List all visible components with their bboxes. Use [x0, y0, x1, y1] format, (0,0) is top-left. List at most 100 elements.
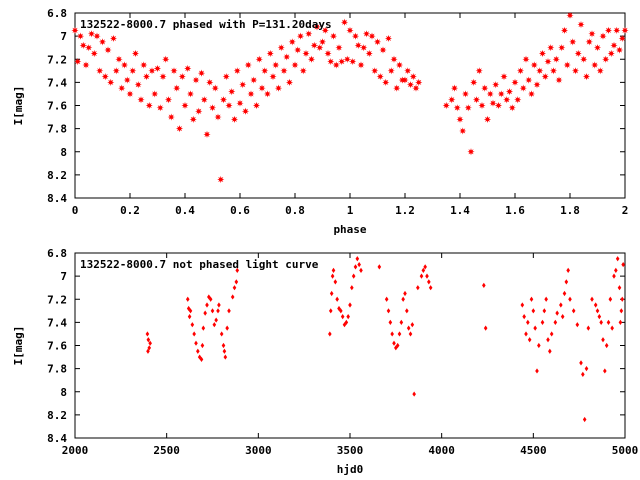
x-tick-label: 1.4 [450, 204, 470, 217]
data-point [428, 285, 433, 291]
data-point [214, 317, 218, 323]
data-point [522, 55, 530, 63]
data-point [540, 319, 545, 325]
data-point [239, 81, 247, 89]
data-point [548, 348, 552, 354]
data-point [392, 340, 396, 346]
data-point [244, 61, 252, 69]
data-point [118, 84, 126, 92]
data-point [230, 115, 239, 123]
data-point [263, 90, 272, 98]
data-point [225, 325, 229, 331]
data-point [344, 319, 349, 325]
data-point [192, 331, 196, 337]
data-point [126, 90, 134, 98]
data-point [208, 296, 213, 302]
data-point [535, 368, 539, 374]
data-point [340, 313, 345, 320]
data-point [621, 261, 625, 268]
data-point [514, 96, 522, 104]
data-point [415, 78, 423, 86]
data-point [146, 337, 151, 343]
data-point [406, 81, 415, 89]
data-point [283, 53, 291, 61]
data-point [409, 72, 417, 81]
data-point [252, 101, 261, 110]
data-point [365, 49, 373, 58]
data-point [404, 67, 412, 75]
data-point [360, 44, 368, 52]
data-point [408, 331, 413, 337]
data-point [577, 20, 585, 29]
data-point [544, 57, 552, 66]
data-point [195, 107, 203, 115]
data-point [613, 26, 621, 34]
x-tick-label: 2500 [153, 444, 180, 457]
data-point [574, 49, 582, 58]
data-point [324, 49, 332, 58]
data-point [571, 308, 576, 314]
data-point [357, 61, 365, 69]
data-point [526, 319, 530, 325]
data-point [610, 41, 618, 49]
data-point [210, 308, 215, 314]
chart-title: 132522-8000.7 phased with P=131.20days [80, 18, 332, 31]
data-point [203, 310, 207, 316]
data-point [313, 23, 321, 31]
data-point [505, 88, 514, 96]
x-tick-label: 0.2 [120, 204, 140, 217]
plot-frame [74, 252, 626, 439]
data-point [566, 267, 570, 273]
data-point [373, 38, 382, 46]
y-tick-label: 7 [60, 270, 67, 283]
data-point [412, 391, 416, 397]
data-point [560, 313, 565, 320]
data-point [316, 44, 324, 52]
data-point [98, 38, 107, 46]
data-point [185, 296, 190, 302]
data-point [382, 78, 390, 86]
data-point [410, 322, 415, 328]
data-point [483, 325, 488, 331]
data-point [549, 331, 554, 337]
data-point [405, 308, 409, 314]
data-point [500, 72, 508, 81]
x-tick-label: 4000 [428, 444, 455, 457]
data-point [305, 30, 313, 38]
y-tick-label: 7.8 [47, 363, 67, 376]
data-point [294, 46, 302, 54]
data-point [388, 319, 393, 325]
data-point [109, 34, 118, 43]
data-point [221, 342, 226, 349]
data-point [621, 26, 629, 34]
data-point [508, 104, 516, 112]
data-point [338, 57, 346, 66]
data-point [170, 67, 178, 75]
data-point [442, 101, 450, 110]
data-point [544, 296, 548, 302]
data-point [247, 90, 255, 98]
x-tick-label: 4500 [520, 444, 547, 457]
data-point [563, 61, 571, 69]
data-point [470, 78, 478, 86]
data-point [318, 38, 327, 46]
data-point [197, 69, 206, 77]
data-point [123, 76, 131, 84]
data-point [582, 416, 587, 423]
data-point [328, 308, 333, 314]
data-point [146, 348, 150, 354]
data-point [112, 67, 120, 75]
data-point [482, 282, 486, 288]
data-point [214, 113, 222, 121]
data-point [453, 104, 461, 112]
x-axis-label: hjd0 [337, 463, 364, 476]
data-point [401, 76, 409, 84]
data-point [584, 366, 589, 372]
data-point [285, 78, 294, 86]
data-point [178, 72, 186, 81]
data-point [564, 279, 569, 285]
data-point [280, 67, 288, 75]
data-point [579, 360, 583, 366]
data-point [571, 67, 580, 75]
data-point [232, 285, 237, 291]
